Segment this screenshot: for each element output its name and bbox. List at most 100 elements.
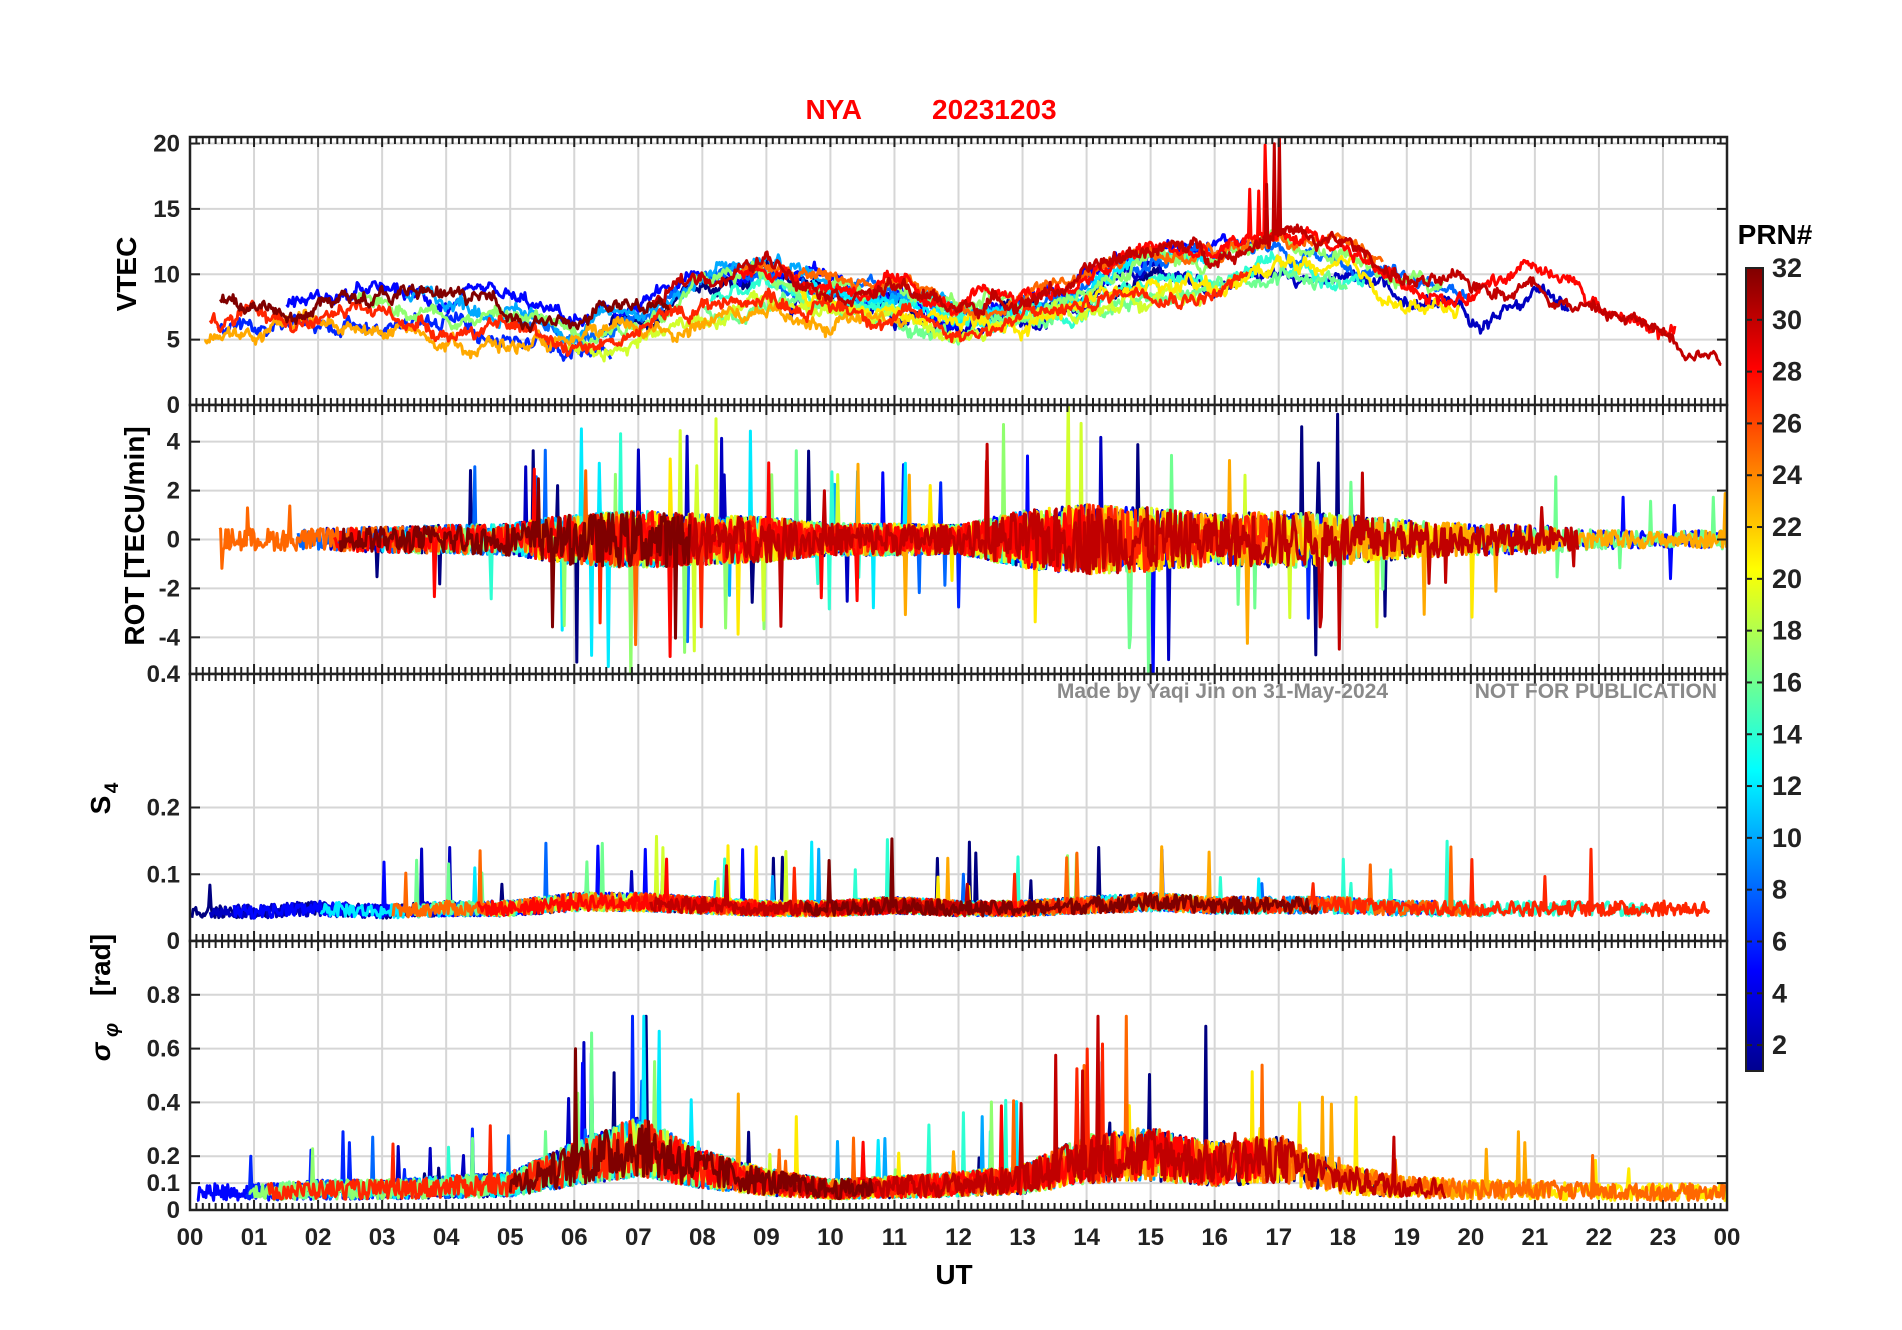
prn-series-line: [803, 837, 1319, 918]
prn-series-line: [780, 1014, 1447, 1200]
prn-series-line: [204, 303, 908, 360]
colorbar-tick-label: 6: [1772, 926, 1787, 956]
ylabel-rot: ROT [TECU/min]: [119, 426, 150, 645]
y-tick-label: 10: [153, 261, 180, 288]
x-tick-label: 08: [689, 1224, 716, 1251]
y-tick-label: 0.1: [147, 1170, 180, 1197]
colorbar-tick-label: 4: [1772, 978, 1787, 1008]
x-tick-label: 21: [1522, 1224, 1549, 1251]
x-tick-label: 18: [1329, 1224, 1356, 1251]
colorbar-tick-label: 8: [1772, 875, 1787, 905]
colorbar-tick-label: 20: [1772, 564, 1802, 594]
watermark-notice: NOT FOR PUBLICATION: [1475, 680, 1717, 703]
colorbar-tick-label: 32: [1772, 253, 1802, 283]
colorbar-tick-label: 16: [1772, 667, 1802, 697]
x-tick-label: 07: [625, 1224, 652, 1251]
x-tick-label: 01: [241, 1224, 268, 1251]
colorbar-tick-label: 28: [1772, 357, 1802, 387]
colorbar-tick-label: 10: [1772, 823, 1802, 853]
x-tick-label: 10: [817, 1224, 844, 1251]
y-tick-label: 0.4: [147, 1089, 181, 1116]
x-tick-label: 13: [1009, 1224, 1036, 1251]
y-tick-label: -4: [159, 624, 181, 651]
svg-text:σ: σ: [85, 1041, 116, 1061]
y-tick-label: -2: [159, 575, 180, 602]
colorbar-tick-label: 14: [1772, 719, 1802, 749]
prn-series-group: [196, 1014, 1727, 1202]
colorbar-tick-label: 2: [1772, 1030, 1787, 1060]
x-tick-label: 15: [1137, 1224, 1164, 1251]
x-tick-label: 14: [1073, 1224, 1100, 1251]
prn-series-group: [218, 405, 1727, 674]
x-tick-label: 02: [305, 1224, 332, 1251]
x-tick-label: 12: [945, 1224, 972, 1251]
x-tick-label: 09: [753, 1224, 780, 1251]
x-tick-label: 00: [177, 1224, 204, 1251]
y-tick-label: 0.2: [147, 1143, 180, 1170]
x-tick-label: 22: [1586, 1224, 1613, 1251]
y-tick-label: 0.1: [147, 861, 180, 888]
y-tick-label: 0: [167, 928, 180, 955]
colorbar: PRN#: [1738, 219, 1813, 1072]
y-tick-label: 5: [167, 327, 180, 354]
ylabel-s4: S 4: [85, 782, 123, 814]
y-tick-label: 0: [167, 392, 180, 419]
colorbar-tick-label: 18: [1772, 616, 1802, 646]
svg-text:[rad]: [rad]: [85, 934, 116, 996]
prn-series-line: [651, 137, 1722, 366]
prn-series-group: [190, 834, 1711, 920]
x-tick-label: 11: [882, 1224, 907, 1251]
ylabel-sigma-phi: σ φ [rad]: [85, 934, 123, 1061]
x-tick-label: 20: [1457, 1224, 1484, 1251]
colorbar-tick-label: 22: [1772, 512, 1802, 542]
svg-text:φ: φ: [101, 1023, 123, 1037]
y-tick-label: 4: [167, 429, 181, 456]
y-tick-label: 15: [153, 196, 180, 223]
prn-series-line: [338, 477, 692, 640]
y-tick-label: 0.6: [147, 1036, 180, 1063]
colorbar-tick-label: 26: [1772, 408, 1802, 438]
colorbar-gradient: [1745, 267, 1764, 1072]
prn-series-line: [208, 271, 1249, 357]
prn-series-line: [736, 143, 1677, 341]
panel-vtec: 0 5 10 15 20: [153, 131, 1729, 419]
y-tick-label: 2: [167, 478, 180, 505]
svg-text:S: S: [85, 796, 116, 815]
x-tick-label: 19: [1393, 1224, 1420, 1251]
colorbar-tick-label: 30: [1772, 305, 1802, 335]
panel-s4: 0 0.1 0.2 0.4: [147, 661, 1729, 955]
y-tick-label: 0: [167, 1197, 180, 1224]
x-tick-label: 17: [1265, 1224, 1292, 1251]
colorbar-tick-label: 24: [1772, 460, 1802, 490]
prn-series-line: [219, 283, 671, 334]
x-tick-label: 06: [561, 1224, 588, 1251]
x-tick-label: 23: [1650, 1224, 1677, 1251]
x-tick-label: 05: [497, 1224, 524, 1251]
x-tick-label: 04: [433, 1224, 460, 1251]
y-tick-label-top: 0.4: [147, 661, 181, 688]
title-station: NYA: [805, 94, 862, 125]
watermark-author: Made by Yaqi Jin on 31-May-2024: [1057, 680, 1388, 703]
x-tick-label: 00: [1714, 1224, 1741, 1251]
ylabel-vtec: VTEC: [111, 237, 142, 312]
svg-text:4: 4: [102, 782, 123, 793]
y-tick-label: 0.2: [147, 795, 180, 822]
prn-series-line: [799, 254, 1461, 342]
prn-series-group: [204, 137, 1722, 366]
panel-sigma-phi: 00.10.2 0.4 0.6 0.8: [147, 939, 1729, 1224]
x-tick-label: 16: [1201, 1224, 1228, 1251]
colorbar-tick-label: 12: [1772, 771, 1802, 801]
colorbar-label: PRN#: [1738, 219, 1813, 250]
y-tick-label: 20: [153, 131, 180, 158]
x-tick-labels: 00 01 02 03 04 05 06 07 08 09 10 11 12 13 14 15 16 17 18 19…: [177, 1224, 1741, 1251]
xlabel: UT: [935, 1259, 972, 1290]
prn-series-line: [508, 1047, 875, 1201]
y-tick-label: 0: [167, 527, 180, 554]
y-tick-label: 0.8: [147, 982, 180, 1009]
title-date: 20231203: [932, 94, 1057, 125]
prn-series-line: [655, 442, 1580, 651]
panel-rot: -4 -2 0 2 4: [159, 403, 1729, 676]
x-tick-label: 03: [369, 1224, 396, 1251]
